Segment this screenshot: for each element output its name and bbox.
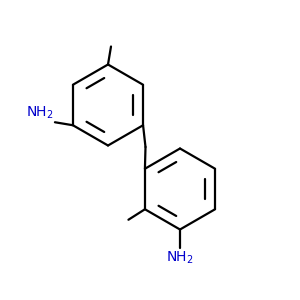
Text: NH$_2$: NH$_2$ [26,104,53,121]
Text: NH$_2$: NH$_2$ [166,250,194,266]
